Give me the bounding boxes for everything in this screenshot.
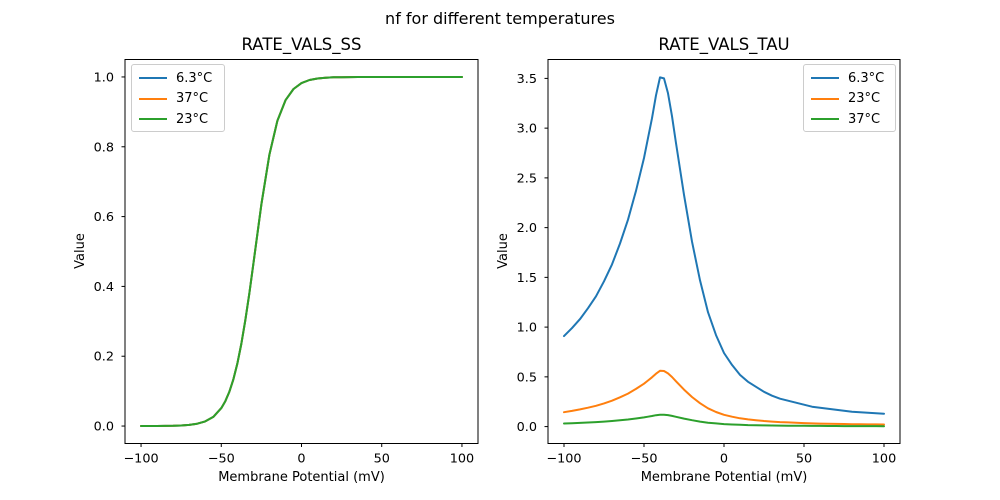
y-tick-label: 0.5 bbox=[517, 370, 537, 385]
left-legend: 6.3°C 37°C 23°C bbox=[131, 64, 225, 132]
legend-label: 23°C bbox=[848, 91, 881, 107]
legend-label: 23°C bbox=[176, 111, 209, 127]
legend-label: 6.3°C bbox=[176, 70, 213, 86]
x-tick-label: −100 bbox=[123, 452, 158, 467]
legend-item: 6.3°C bbox=[804, 68, 895, 89]
series-line-37°C bbox=[563, 413, 885, 428]
axes-layer: −100 −50 0 50 100 0.0 0.2 0.4 0.6 0.8 1.0 −100 −50 0 5… bbox=[94, 59, 901, 467]
left-chart-title: RATE_VALS_SS bbox=[242, 35, 362, 55]
x-tick-label: −50 bbox=[630, 452, 657, 467]
right-chart-title: RATE_VALS_TAU bbox=[658, 35, 789, 55]
series-line-23°C bbox=[563, 369, 885, 426]
y-tick-label: 3.5 bbox=[517, 72, 537, 87]
left-xaxis-label: Membrane Potential (mV) bbox=[218, 470, 385, 485]
series-line-23°C bbox=[140, 76, 463, 427]
left-yaxis-label: Value bbox=[73, 233, 88, 269]
right-xaxis-label: Membrane Potential (mV) bbox=[641, 470, 808, 485]
legend-label: 37°C bbox=[176, 91, 209, 107]
right-legend: 6.3°C 23°C 37°C bbox=[803, 64, 896, 132]
legend-line-sample bbox=[811, 118, 839, 121]
x-tick-label: 0 bbox=[297, 452, 305, 467]
legend-line-sample bbox=[139, 97, 167, 100]
series-line-6.3°C bbox=[563, 76, 885, 415]
x-tick-label: 0 bbox=[720, 452, 728, 467]
y-tick-label: 0.0 bbox=[517, 420, 537, 435]
legend-label: 37°C bbox=[848, 111, 881, 127]
x-tick-label: 100 bbox=[872, 452, 896, 467]
legend-line-sample bbox=[811, 97, 839, 100]
y-tick-label: 1.0 bbox=[94, 70, 114, 85]
x-tick-label: 50 bbox=[374, 452, 390, 467]
y-tick-label: 1.5 bbox=[517, 271, 537, 286]
legend-item: 23°C bbox=[804, 89, 895, 110]
legend-item: 37°C bbox=[132, 89, 224, 110]
y-tick-label: 1.0 bbox=[517, 321, 537, 336]
y-tick-label: 0.4 bbox=[94, 280, 114, 295]
subplot-left: −100 −50 0 50 100 0.0 0.2 0.4 0.6 0.8 1.0 bbox=[94, 59, 479, 467]
legend-line-sample bbox=[139, 118, 167, 121]
right-yaxis-label: Value bbox=[496, 233, 511, 269]
y-tick-label: 0.8 bbox=[94, 140, 114, 155]
figure-suptitle: nf for different temperatures bbox=[385, 9, 615, 28]
axes-frame bbox=[547, 59, 901, 444]
subplot-right: −100 −50 0 50 100 0.0 0.5 1.0 1.5 2.0 2.5 3.0 3.5 bbox=[517, 59, 901, 467]
y-tick-label: 0.2 bbox=[94, 350, 114, 365]
y-tick-label: 0.6 bbox=[94, 210, 114, 225]
axes-frame bbox=[124, 59, 479, 444]
legend-line-sample bbox=[139, 77, 167, 80]
legend-item: 6.3°C bbox=[132, 68, 224, 89]
legend-item: 23°C bbox=[132, 109, 224, 130]
x-tick-label: −50 bbox=[208, 452, 235, 467]
y-tick-label: 2.0 bbox=[517, 221, 537, 236]
legend-line-sample bbox=[811, 77, 839, 80]
x-tick-label: 100 bbox=[450, 452, 474, 467]
y-tick-label: 0.0 bbox=[94, 420, 114, 435]
x-tick-label: 50 bbox=[796, 452, 812, 467]
y-tick-label: 2.5 bbox=[517, 171, 537, 186]
legend-label: 6.3°C bbox=[848, 70, 885, 86]
x-tick-label: −100 bbox=[546, 452, 581, 467]
y-tick-label: 3.0 bbox=[517, 122, 537, 137]
legend-item: 37°C bbox=[804, 109, 895, 130]
